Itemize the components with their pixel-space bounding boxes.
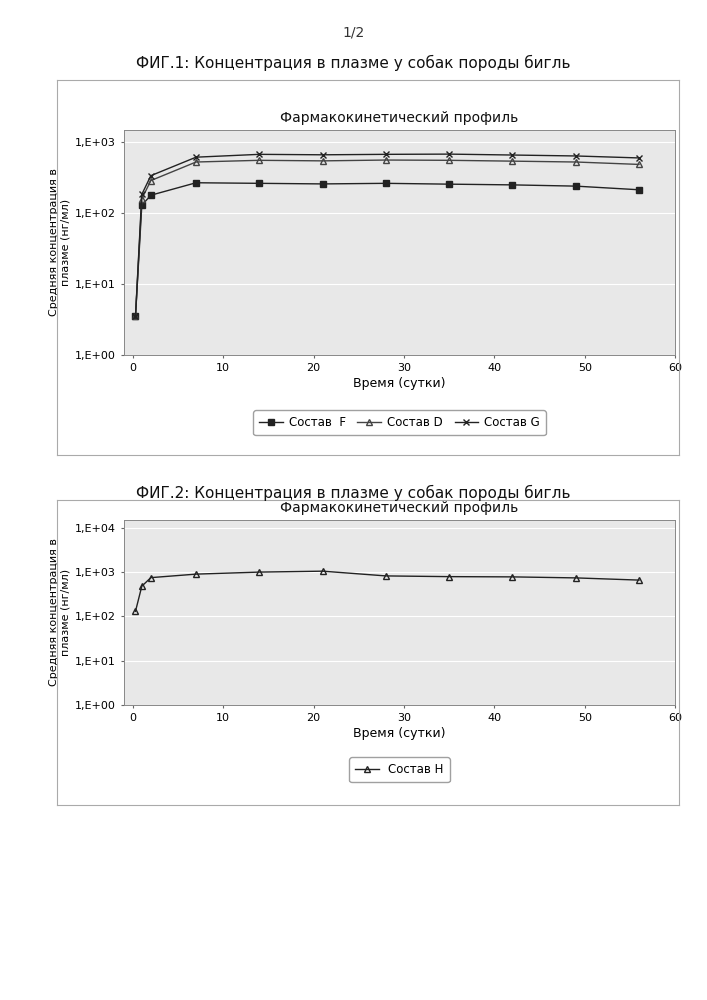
Состав G <box>445 148 453 160</box>
Состав  F <box>508 179 517 191</box>
Состав  F <box>571 180 580 192</box>
Состав G <box>192 151 200 163</box>
Состав G <box>571 150 580 162</box>
Состав  F <box>132 310 140 322</box>
Состав H <box>571 572 580 584</box>
Legend: Состав H: Состав H <box>349 757 450 782</box>
Состав  F <box>146 189 155 201</box>
Состав D <box>138 193 146 205</box>
Состав D <box>146 175 155 187</box>
Состав  F <box>382 177 390 189</box>
Title: Фармакокинетический профиль: Фармакокинетический профиль <box>281 501 518 515</box>
X-axis label: Время (сутки): Время (сутки) <box>354 377 445 390</box>
Состав G <box>255 148 264 160</box>
Состав D <box>132 310 140 322</box>
Y-axis label: Средняя концентрация в
плазме (нг/мл): Средняя концентрация в плазме (нг/мл) <box>49 169 71 316</box>
Состав  F <box>255 177 264 189</box>
Состав H <box>382 570 390 582</box>
Состав D <box>255 154 264 166</box>
Состав H <box>318 565 327 577</box>
Состав  F <box>445 178 453 190</box>
Состав H <box>508 571 517 583</box>
Состав G <box>132 310 140 322</box>
Состав H <box>146 572 155 584</box>
Состав H <box>138 580 146 592</box>
X-axis label: Время (сутки): Время (сутки) <box>354 727 445 740</box>
Состав H <box>635 574 643 586</box>
Состав  F <box>138 199 146 211</box>
Состав G <box>146 170 155 182</box>
Состав D <box>445 154 453 166</box>
Состав G <box>635 152 643 164</box>
Состав G <box>138 188 146 200</box>
Состав H <box>445 571 453 583</box>
Состав D <box>508 155 517 167</box>
Состав G <box>508 149 517 161</box>
Состав H <box>132 605 140 617</box>
Text: ФИГ.2: Концентрация в плазме у собак породы бигль: ФИГ.2: Концентрация в плазме у собак пор… <box>136 485 571 501</box>
Title: Фармакокинетический профиль: Фармакокинетический профиль <box>281 111 518 125</box>
Состав D <box>318 155 327 167</box>
Legend: Состав  F, Состав D, Состав G: Состав F, Состав D, Состав G <box>253 410 546 435</box>
Состав H <box>255 566 264 578</box>
Состав D <box>635 158 643 170</box>
Line: Состав  F: Состав F <box>133 180 642 319</box>
Y-axis label: Средняя концентрация в
плазме (нг/мл): Средняя концентрация в плазме (нг/мл) <box>49 539 71 686</box>
Text: 1/2: 1/2 <box>342 25 365 39</box>
Состав D <box>192 156 200 168</box>
Состав  F <box>318 178 327 190</box>
Состав  F <box>635 184 643 196</box>
Состав G <box>318 149 327 161</box>
Состав D <box>571 156 580 168</box>
Состав H <box>192 568 200 580</box>
Line: Состав H: Состав H <box>132 568 643 615</box>
Состав G <box>382 148 390 160</box>
Line: Состав D: Состав D <box>132 157 643 320</box>
Состав D <box>382 154 390 166</box>
Line: Состав G: Состав G <box>132 151 643 320</box>
Text: ФИГ.1: Концентрация в плазме у собак породы бигль: ФИГ.1: Концентрация в плазме у собак пор… <box>136 55 571 71</box>
Состав  F <box>192 177 200 189</box>
